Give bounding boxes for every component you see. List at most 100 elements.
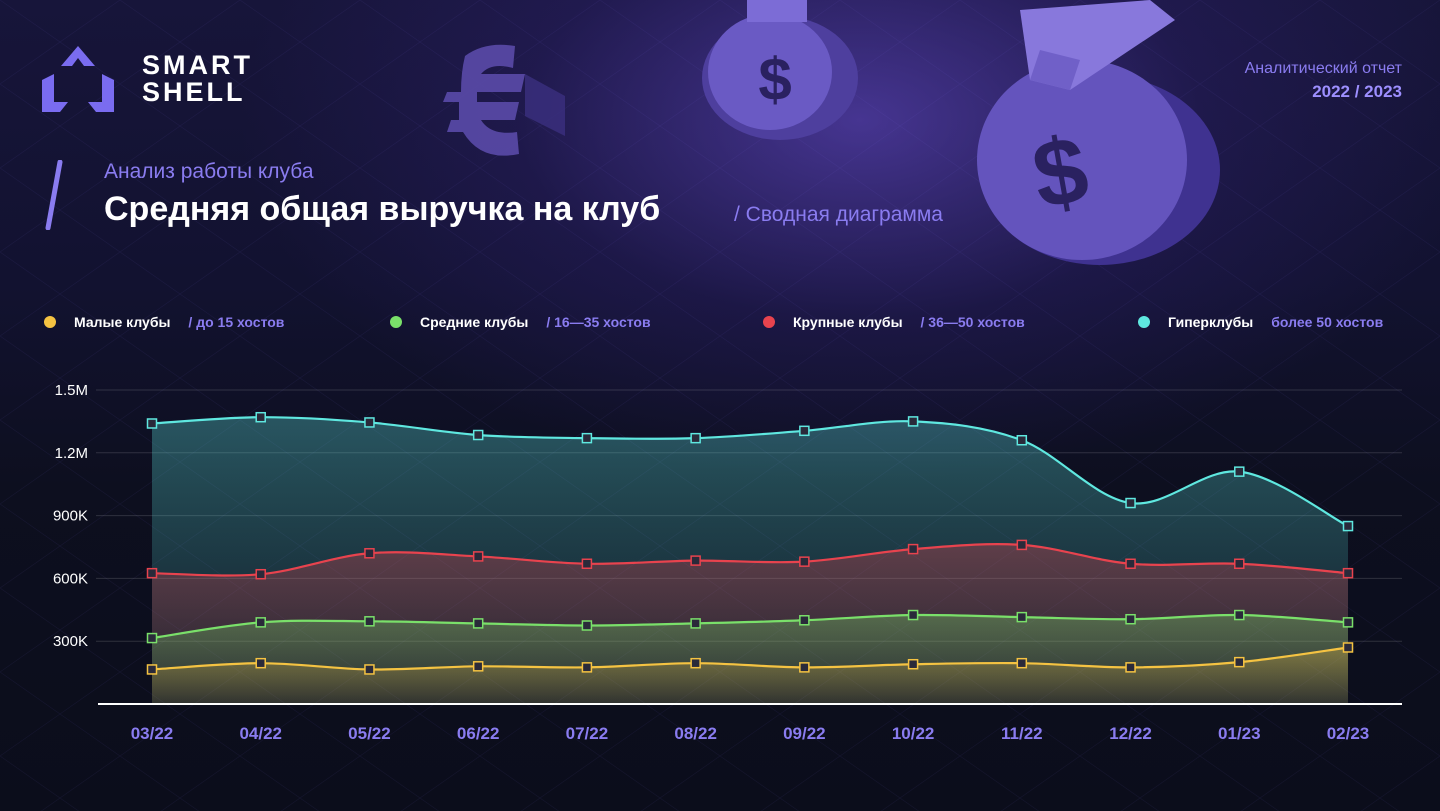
data-point: [472, 551, 484, 562]
x-tick-label: 09/22: [783, 724, 826, 743]
legend-name: Крупные клубы: [793, 314, 903, 330]
legend-name: Малые клубы: [74, 314, 171, 330]
report-year: 2022 / 2023: [1312, 82, 1402, 101]
euro-coin-icon: [443, 44, 565, 156]
data-point: [1016, 434, 1028, 446]
slash-accent-icon: [45, 160, 63, 230]
x-tick-label: 02/23: [1327, 724, 1370, 743]
legend-range: / до 15 хостов: [188, 314, 285, 330]
data-point: [364, 664, 375, 675]
data-point: [1234, 558, 1245, 569]
x-tick-label: 06/22: [457, 724, 500, 743]
series-line: [151, 416, 1349, 528]
y-tick-label: 1.2M: [55, 445, 88, 462]
series-line: [151, 543, 1349, 577]
title-note: / Сводная диаграмма: [734, 203, 943, 226]
x-tick-label: 01/23: [1218, 724, 1261, 743]
logo-mark-icon: [42, 46, 114, 112]
legend-range: / 36—50 хостов: [920, 314, 1025, 330]
data-point: [1342, 642, 1354, 653]
x-tick-label: 03/22: [131, 724, 174, 743]
data-point: [255, 568, 266, 580]
data-point: [907, 416, 919, 427]
data-point: [690, 432, 701, 444]
brand-name: SMART SHELL: [142, 52, 253, 106]
y-tick-label: 1.5M: [55, 382, 88, 399]
legend-dot-icon: [1138, 316, 1150, 328]
brand-line-2: SHELL: [142, 77, 246, 107]
report-info: Аналитический отчет 2022 / 2023: [1245, 60, 1402, 102]
x-tick-label: 11/22: [1001, 724, 1043, 743]
data-point: [255, 657, 266, 669]
x-tick-label: 08/22: [674, 724, 717, 743]
legend-dot-icon: [763, 316, 775, 328]
data-point: [1342, 567, 1354, 579]
data-point: [472, 618, 484, 629]
data-point: [255, 411, 266, 423]
data-point: [1342, 617, 1354, 628]
x-tick-label: 04/22: [239, 724, 282, 743]
legend-dot-icon: [44, 316, 56, 328]
legend-range: / 16—35 хостов: [546, 314, 651, 330]
series-line: [151, 646, 1349, 671]
data-point: [146, 664, 158, 675]
data-point: [799, 425, 810, 437]
data-point: [581, 662, 593, 673]
data-point: [1342, 520, 1354, 532]
data-point: [1234, 656, 1245, 668]
y-tick-label: 300K: [53, 633, 88, 650]
data-point: [690, 555, 701, 566]
data-point: [1234, 609, 1245, 621]
legend-item-medium: Средние клубы / 16—35 хостов: [390, 314, 651, 330]
report-label: Аналитический отчет: [1244, 60, 1402, 77]
data-point: [907, 658, 919, 670]
data-point: [146, 418, 158, 429]
y-tick-label: 900K: [53, 508, 88, 525]
series-line: [151, 613, 1349, 640]
data-point: [581, 620, 593, 631]
brand-line-1: SMART: [142, 50, 253, 80]
x-tick-label: 05/22: [348, 724, 391, 743]
data-point: [1125, 497, 1136, 509]
data-point: [690, 657, 701, 669]
x-tick-label: 10/22: [892, 724, 935, 743]
page-title: Средняя общая выручка на клуб: [104, 190, 661, 228]
data-point: [1125, 558, 1136, 569]
data-point: [1125, 613, 1136, 625]
section-subtitle: Анализ работы клуба: [104, 160, 314, 183]
money-bag-large-icon: $: [977, 0, 1220, 265]
data-point: [799, 662, 810, 673]
legend-item-large: Крупные клубы / 36—50 хостов: [763, 314, 1025, 330]
data-point: [1016, 539, 1028, 551]
data-point: [907, 543, 919, 555]
legend-range: более 50 хостов: [1271, 314, 1384, 330]
data-point: [364, 616, 375, 627]
data-point: [1125, 662, 1136, 673]
legend-item-hyper: Гиперклубы более 50 хостов: [1138, 314, 1383, 330]
data-point: [472, 661, 484, 672]
data-point: [799, 615, 810, 626]
data-point: [907, 609, 919, 621]
legend-name: Гиперклубы: [1168, 314, 1254, 330]
legend-item-small: Малые клубы / до 15 хостов: [44, 314, 284, 330]
data-point: [364, 417, 375, 428]
data-point: [472, 429, 484, 441]
data-point: [364, 548, 375, 559]
data-point: [799, 556, 810, 567]
y-tick-label: 600K: [53, 570, 88, 587]
data-point: [581, 558, 593, 569]
data-point: [255, 617, 266, 628]
x-tick-label: 12/22: [1109, 724, 1152, 743]
data-point: [146, 567, 158, 579]
money-bag-icon: $: [702, 0, 858, 140]
data-point: [690, 618, 701, 629]
x-tick-label: 07/22: [566, 724, 609, 743]
legend-name: Средние клубы: [420, 314, 529, 330]
data-point: [1234, 466, 1245, 477]
series-area: [152, 647, 1348, 704]
legend-dot-icon: [390, 316, 402, 328]
brand-logo: SMART SHELL: [40, 44, 253, 114]
data-point: [1016, 657, 1028, 669]
svg-text:$: $: [758, 46, 791, 113]
